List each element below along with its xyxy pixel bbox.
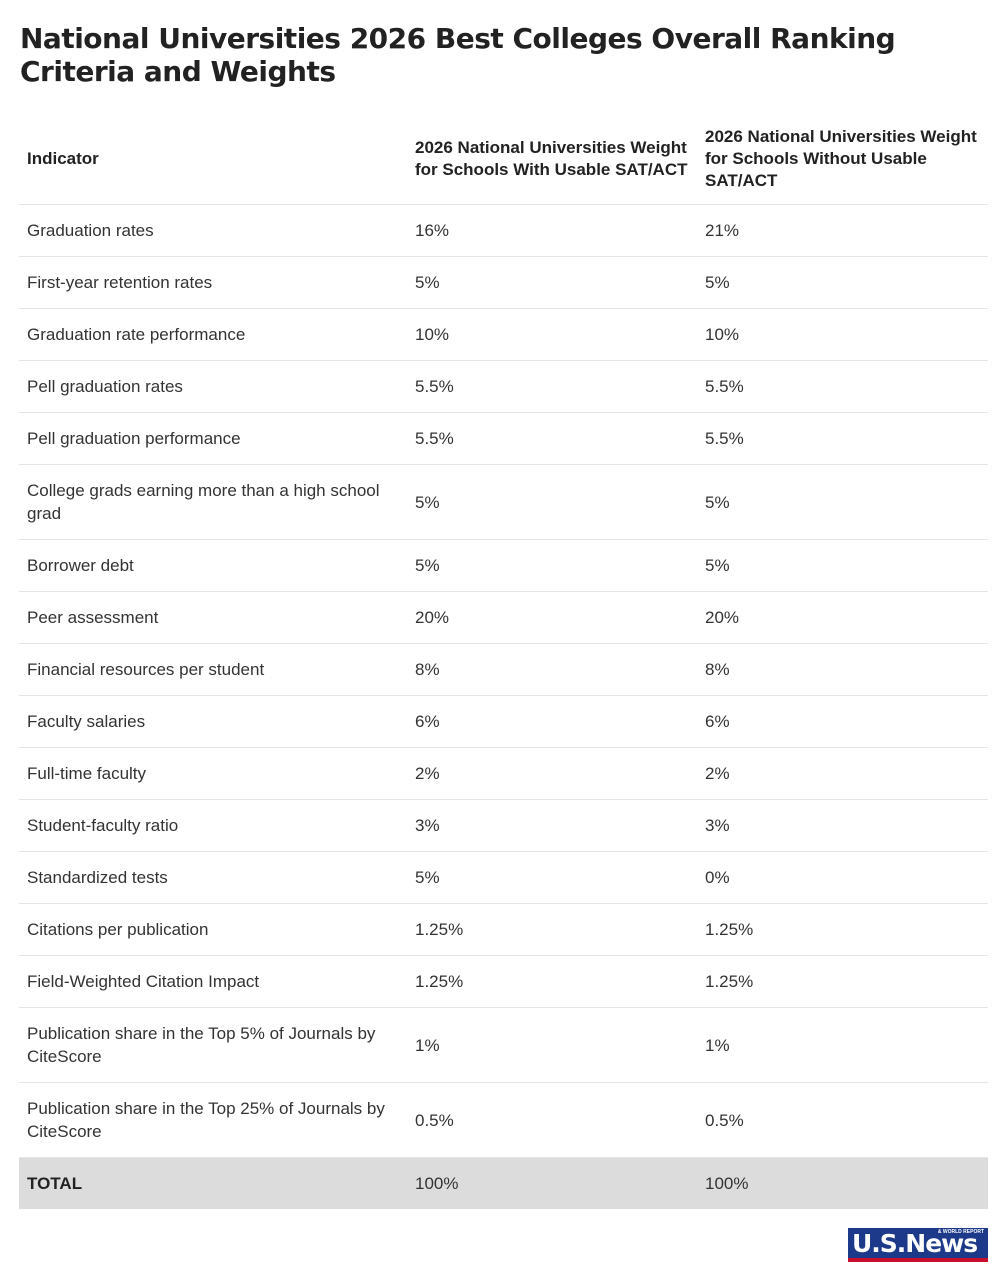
total-row: TOTAL 100% 100% (19, 1157, 988, 1209)
table-cell: 0.5% (697, 1082, 988, 1158)
table-row: Field-Weighted Citation Impact 1.25% 1.25% (19, 955, 988, 1008)
table-cell: 5.5% (697, 412, 988, 465)
table-row: Pell graduation performance 5.5% 5.5% (19, 412, 988, 465)
table-cell: 1.25% (407, 903, 697, 956)
table-cell: College grads earning more than a high s… (19, 464, 407, 540)
table-row: Financial resources per student 8% 8% (19, 643, 988, 696)
table-row: Borrower debt 5% 5% (19, 539, 988, 592)
header-row: Indicator 2026 National Universities Weig… (19, 115, 988, 205)
table-row: Graduation rates 16% 21% (19, 204, 988, 257)
table-cell: 21% (697, 204, 988, 257)
table-cell: 5% (697, 464, 988, 540)
column-header: Indicator (19, 115, 407, 205)
table-cell: 5% (697, 256, 988, 309)
table-row: Full-time faculty 2% 2% (19, 747, 988, 800)
table-cell: Graduation rate performance (19, 308, 407, 361)
table-cell: 2% (407, 747, 697, 800)
column-header: 2026 National Universities Weight for Sc… (407, 115, 697, 205)
table-cell: 0.5% (407, 1082, 697, 1158)
table-row: Graduation rate performance 10% 10% (19, 308, 988, 361)
table-row: Pell graduation rates 5.5% 5.5% (19, 360, 988, 413)
table-cell: Borrower debt (19, 539, 407, 592)
table-cell: 5.5% (407, 360, 697, 413)
table-row: Peer assessment 20% 20% (19, 591, 988, 644)
column-header: 2026 National Universities Weight for Sc… (697, 115, 988, 205)
table-body: Graduation rates 16% 21% First-year retenti… (19, 204, 988, 1209)
table-cell: 10% (407, 308, 697, 361)
table-cell: 1% (407, 1007, 697, 1083)
table-cell: 5% (407, 851, 697, 904)
table-row: Student-faculty ratio 3% 3% (19, 799, 988, 852)
table-cell: 6% (697, 695, 988, 748)
table-cell: 8% (407, 643, 697, 696)
table-cell: Standardized tests (19, 851, 407, 904)
table-cell: 6% (407, 695, 697, 748)
table-cell: 5% (697, 539, 988, 592)
table-cell: Publication share in the Top 25% of Jour… (19, 1082, 407, 1158)
table-cell: 20% (407, 591, 697, 644)
total-cell: 100% (407, 1157, 697, 1209)
table-cell: Publication share in the Top 5% of Journ… (19, 1007, 407, 1083)
table-cell: 5% (407, 464, 697, 540)
table-row: College grads earning more than a high s… (19, 464, 988, 540)
table-cell: Faculty salaries (19, 695, 407, 748)
table-cell: 5% (407, 256, 697, 309)
table-row: Publication share in the Top 5% of Journ… (19, 1007, 988, 1083)
total-cell: TOTAL (19, 1157, 407, 1209)
table-row: First-year retention rates 5% 5% (19, 256, 988, 309)
logo: U.S.News & WORLD REPORT (848, 1228, 988, 1262)
table-cell: Citations per publication (19, 903, 407, 956)
table-row: Publication share in the Top 25% of Jour… (19, 1082, 988, 1158)
logo-name: U.S.News (852, 1229, 978, 1258)
table-cell: 1.25% (697, 955, 988, 1008)
table-cell: 2% (697, 747, 988, 800)
table-cell: 20% (697, 591, 988, 644)
table-cell: 1.25% (407, 955, 697, 1008)
table-cell: First-year retention rates (19, 256, 407, 309)
table-cell: 3% (697, 799, 988, 852)
total-cell: 100% (697, 1157, 988, 1209)
table-cell: 16% (407, 204, 697, 257)
table-cell: Financial resources per student (19, 643, 407, 696)
table: Indicator 2026 National Universities Weig… (19, 115, 988, 1209)
table-cell: Graduation rates (19, 204, 407, 257)
table-cell: Pell graduation rates (19, 360, 407, 413)
table-cell: 3% (407, 799, 697, 852)
table-cell: Pell graduation performance (19, 412, 407, 465)
table-cell: Peer assessment (19, 591, 407, 644)
table-row: Citations per publication 1.25% 1.25% (19, 903, 988, 956)
table-cell: 5.5% (407, 412, 697, 465)
table-cell: 10% (697, 308, 988, 361)
table-cell: 1% (697, 1007, 988, 1083)
table-cell: 1.25% (697, 903, 988, 956)
table-row: Standardized tests 5% 0% (19, 851, 988, 904)
table-cell: 0% (697, 851, 988, 904)
table-cell: 5.5% (697, 360, 988, 413)
table-cell: Student-faculty ratio (19, 799, 407, 852)
table-cell: Field-Weighted Citation Impact (19, 955, 407, 1008)
logo-tagline: & WORLD REPORT (937, 1229, 984, 1235)
table-row: Faculty salaries 6% 6% (19, 695, 988, 748)
table-cell: Full-time faculty (19, 747, 407, 800)
table-cell: 8% (697, 643, 988, 696)
table-cell: 5% (407, 539, 697, 592)
title: National Universities 2026 Best Colleges… (20, 22, 896, 88)
